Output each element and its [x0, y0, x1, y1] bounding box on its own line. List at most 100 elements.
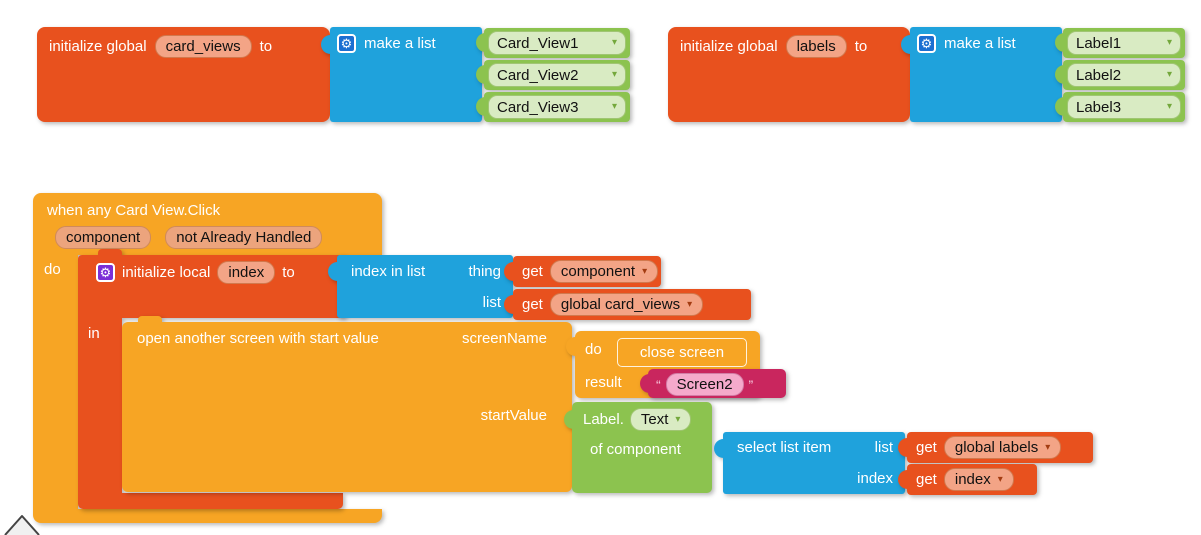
mutator-gear-icon[interactable]: ⚙	[337, 34, 356, 53]
variable-value: component	[560, 263, 636, 280]
value-plug	[898, 470, 908, 489]
variable-dropdown[interactable]: component ▾	[549, 260, 659, 284]
make-a-list-label: make a list	[364, 35, 436, 52]
component-dropdown[interactable]: Label2 ▾	[1067, 63, 1181, 87]
variable-name-field[interactable]: labels	[785, 35, 847, 59]
block-component-label3[interactable]: Label3 ▾	[1055, 92, 1185, 122]
dropdown-arrow-icon: ▾	[642, 265, 648, 277]
dropdown-arrow-icon: ▾	[1045, 441, 1051, 453]
open-quote: “	[656, 376, 661, 393]
block-get-global-labels[interactable]: get global labels ▾	[898, 432, 1093, 463]
value-plug	[1055, 33, 1065, 52]
block-header[interactable]: ⚙ initialize local index to	[78, 255, 345, 318]
variable-dropdown[interactable]: global card_views ▾	[549, 293, 704, 317]
variable-name-field[interactable]: index	[217, 261, 276, 285]
event-param-component[interactable]: component	[55, 226, 152, 250]
get-keyword: get	[522, 296, 543, 314]
close-quote: ”	[748, 376, 754, 393]
block-label-text-property[interactable]: Label. Text ▾ of component	[564, 402, 712, 493]
variable-dropdown[interactable]: index ▾	[943, 468, 1014, 492]
variable-dropdown[interactable]: global labels ▾	[943, 436, 1062, 460]
close-screen-label: close screen	[639, 344, 725, 361]
component-type-label: Label.	[583, 411, 624, 429]
block-component-card-view2[interactable]: Card_View2 ▾	[476, 60, 630, 90]
open-screen-label: open another screen with start value	[137, 330, 379, 347]
component-dropdown[interactable]: Card_View3 ▾	[488, 95, 626, 119]
dropdown-arrow-icon: ▾	[1166, 37, 1172, 48]
block-get-component[interactable]: get component ▾	[504, 256, 661, 287]
block-get-index[interactable]: get index ▾	[898, 464, 1037, 495]
block-body[interactable]: ⚙ make a list	[321, 27, 482, 122]
block-left-column[interactable]: in	[78, 318, 122, 493]
to-keyword: to	[282, 264, 295, 282]
block-body[interactable]: initialize global labels to	[668, 27, 910, 122]
do-label: do	[44, 261, 61, 278]
component-dropdown[interactable]: Label3 ▾	[1067, 95, 1181, 119]
block-get-global-card-views[interactable]: get global card_views ▾	[504, 289, 751, 320]
init-global-keyword: initialize global	[49, 38, 147, 56]
select-list-item-label: select list item	[737, 439, 832, 456]
dropdown-arrow-icon: ▾	[675, 413, 681, 425]
list-socket-label: list	[482, 294, 501, 311]
statement-notch	[138, 316, 162, 322]
component-name: Card_View1	[497, 34, 579, 52]
variable-value: global card_views	[560, 296, 681, 313]
index-in-list-label: index in list	[351, 263, 426, 280]
variable-value: index	[954, 471, 991, 488]
component-dropdown[interactable]: Card_View2 ▾	[488, 63, 626, 87]
dropdown-arrow-icon: ▾	[1166, 69, 1172, 80]
value-plug	[640, 374, 650, 393]
value-plug	[476, 97, 486, 116]
value-plug	[564, 410, 574, 429]
block-init-global-labels[interactable]: initialize global labels to	[668, 27, 910, 122]
block-component-card-view3[interactable]: Card_View3 ▾	[476, 92, 630, 122]
event-left-column[interactable]: do	[33, 255, 78, 509]
block-index-in-list[interactable]: index in list thing list	[328, 255, 513, 318]
value-plug	[714, 439, 724, 458]
value-plug	[504, 262, 514, 281]
event-header[interactable]: when any Card View.Click component not A…	[33, 193, 382, 255]
to-keyword: to	[259, 38, 273, 56]
variable-value: global labels	[954, 439, 1039, 456]
block-text-screen2[interactable]: “ Screen2 ”	[640, 369, 786, 398]
dropdown-arrow-icon: ▾	[611, 37, 617, 48]
component-name: Label1	[1076, 34, 1122, 52]
dropdown-arrow-icon: ▾	[611, 101, 617, 112]
block-select-list-item[interactable]: select list item list index	[714, 432, 905, 494]
block-bottom-bar[interactable]	[78, 493, 343, 509]
value-plug	[328, 262, 338, 281]
of-component-label: of component	[590, 441, 681, 458]
block-open-another-screen[interactable]: open another screen with start value scr…	[122, 316, 572, 492]
block-body[interactable]: initialize global card_views to	[37, 27, 330, 122]
block-component-label1[interactable]: Label1 ▾	[1055, 28, 1185, 58]
mutator-gear-icon[interactable]: ⚙	[917, 34, 936, 53]
block-make-a-list-2[interactable]: ⚙ make a list	[901, 27, 1062, 122]
block-init-global-card-views[interactable]: initialize global card_views to	[37, 27, 330, 122]
text-string-field[interactable]: Screen2	[665, 373, 744, 397]
chevron-up-icon[interactable]	[0, 508, 46, 535]
block-when-any-card-view-click[interactable]: when any Card View.Click component not A…	[33, 193, 382, 523]
in-label: in	[88, 325, 100, 342]
value-plug	[901, 35, 911, 54]
component-dropdown[interactable]: Label1 ▾	[1067, 31, 1181, 55]
variable-name-field[interactable]: card_views	[154, 35, 252, 59]
make-a-list-label: make a list	[944, 35, 1016, 52]
property-dropdown[interactable]: Text ▾	[629, 408, 692, 432]
block-component-card-view1[interactable]: Card_View1 ▾	[476, 28, 630, 58]
event-param-not-already-handled[interactable]: not Already Handled	[165, 226, 323, 250]
block-component-label2[interactable]: Label2 ▾	[1055, 60, 1185, 90]
init-global-keyword: initialize global	[680, 38, 778, 56]
index-socket-label: index	[857, 470, 893, 487]
dropdown-arrow-icon: ▾	[687, 298, 693, 310]
value-plug	[321, 35, 331, 54]
component-dropdown[interactable]: Card_View1 ▾	[488, 31, 626, 55]
component-name: Card_View2	[497, 66, 579, 84]
block-close-screen[interactable]: close screen	[617, 338, 747, 367]
mutator-gear-icon[interactable]: ⚙	[96, 263, 115, 283]
value-plug	[1055, 65, 1065, 84]
block-make-a-list-1[interactable]: ⚙ make a list	[321, 27, 482, 122]
block-init-local-index[interactable]: ⚙ initialize local index to in	[78, 249, 345, 509]
statement-notch	[98, 249, 122, 255]
block-body[interactable]: ⚙ make a list	[901, 27, 1062, 122]
event-bottom-bar[interactable]	[33, 509, 382, 523]
